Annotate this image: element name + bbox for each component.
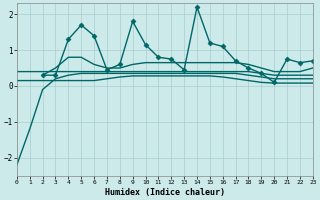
X-axis label: Humidex (Indice chaleur): Humidex (Indice chaleur): [105, 188, 225, 197]
